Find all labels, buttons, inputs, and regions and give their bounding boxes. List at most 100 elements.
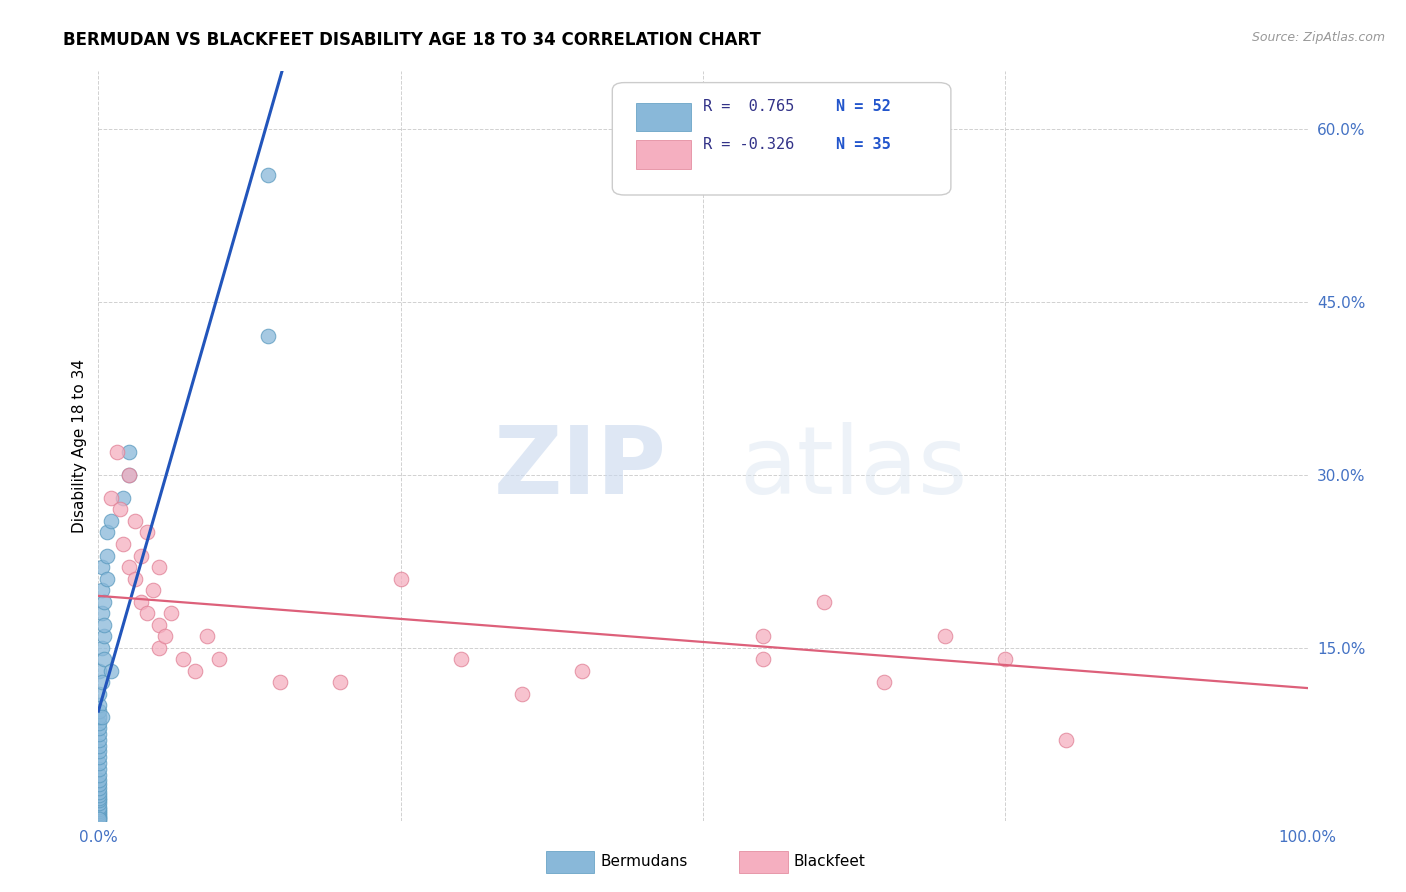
Point [87, 773, 110, 788]
Point [118, 467, 141, 482]
Point [91, 710, 114, 724]
Point [87, 805, 110, 819]
Point [269, 675, 291, 690]
Point [129, 594, 152, 608]
Point [153, 629, 176, 643]
Point [93, 594, 115, 608]
Text: Blackfeet: Blackfeet [793, 855, 866, 870]
Point [256, 168, 278, 182]
Point [87, 704, 110, 718]
Point [118, 467, 141, 482]
Point [450, 652, 472, 666]
Point [256, 329, 278, 343]
Bar [546, 851, 595, 873]
Y-axis label: Disability Age 18 to 34: Disability Age 18 to 34 [72, 359, 87, 533]
Point [87, 802, 110, 816]
Point [93, 617, 115, 632]
Point [87, 739, 110, 753]
Point [873, 675, 896, 690]
Point [571, 664, 593, 678]
Point [87, 687, 110, 701]
Point [142, 583, 165, 598]
Text: atlas: atlas [740, 423, 967, 515]
FancyBboxPatch shape [613, 83, 950, 195]
Point [105, 444, 128, 458]
Point [184, 664, 207, 678]
Text: N = 52: N = 52 [837, 99, 891, 114]
Point [100, 514, 122, 528]
Point [87, 727, 110, 741]
Point [160, 606, 183, 620]
Bar [740, 851, 787, 873]
Point [148, 617, 170, 632]
Bar [637, 140, 690, 169]
Point [87, 698, 110, 713]
Point [87, 808, 110, 822]
Point [934, 629, 956, 643]
Point [87, 664, 110, 678]
Point [87, 781, 110, 796]
Text: R = -0.326: R = -0.326 [703, 136, 794, 152]
Point [87, 785, 110, 799]
Bar [637, 103, 690, 131]
Point [135, 525, 157, 540]
Point [172, 652, 194, 666]
Point [87, 715, 110, 730]
Point [1054, 733, 1077, 747]
Point [752, 629, 775, 643]
Point [111, 537, 134, 551]
Text: BERMUDAN VS BLACKFEET DISABILITY AGE 18 TO 34 CORRELATION CHART: BERMUDAN VS BLACKFEET DISABILITY AGE 18 … [63, 31, 761, 49]
Point [87, 813, 110, 827]
Point [813, 594, 835, 608]
Text: N = 35: N = 35 [837, 136, 891, 152]
Point [108, 502, 131, 516]
Point [87, 744, 110, 758]
Point [100, 491, 122, 505]
Point [124, 514, 146, 528]
Point [148, 560, 170, 574]
Point [87, 790, 110, 805]
Point [87, 793, 110, 807]
Point [111, 491, 134, 505]
Point [100, 664, 122, 678]
Point [195, 629, 218, 643]
Point [148, 640, 170, 655]
Point [118, 560, 141, 574]
Point [510, 687, 533, 701]
Point [87, 810, 110, 824]
Point [91, 583, 114, 598]
Point [994, 652, 1017, 666]
Point [87, 814, 110, 828]
Point [96, 572, 118, 586]
Point [87, 777, 110, 791]
Point [91, 640, 114, 655]
Point [118, 444, 141, 458]
Point [93, 629, 115, 643]
Point [87, 805, 110, 820]
Point [87, 811, 110, 825]
Point [93, 652, 115, 666]
Point [87, 799, 110, 814]
Point [135, 606, 157, 620]
Point [87, 733, 110, 747]
Point [129, 549, 152, 563]
Point [91, 560, 114, 574]
Point [208, 652, 231, 666]
Text: Source: ZipAtlas.com: Source: ZipAtlas.com [1251, 31, 1385, 45]
Point [96, 549, 118, 563]
Point [389, 572, 412, 586]
Point [91, 606, 114, 620]
Point [124, 572, 146, 586]
Point [87, 797, 110, 811]
Text: ZIP: ZIP [494, 423, 666, 515]
Point [87, 767, 110, 781]
Point [91, 675, 114, 690]
Point [87, 750, 110, 764]
Text: R =  0.765: R = 0.765 [703, 99, 794, 114]
Point [752, 652, 775, 666]
Point [87, 762, 110, 776]
Point [87, 710, 110, 724]
Text: Bermudans: Bermudans [600, 855, 688, 870]
Point [329, 675, 352, 690]
Point [87, 756, 110, 770]
